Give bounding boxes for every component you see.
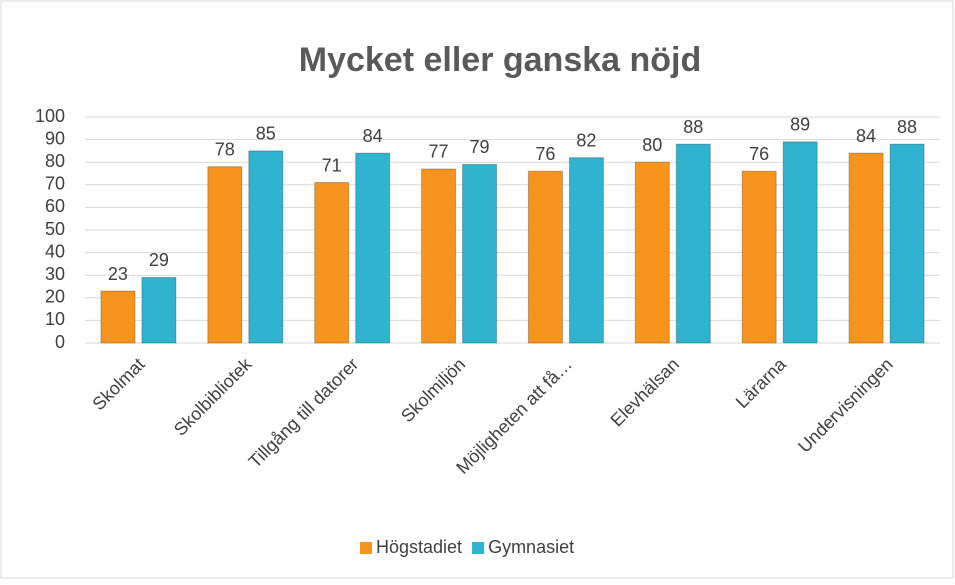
y-tick-label: 20 bbox=[45, 287, 65, 307]
y-tick-label: 50 bbox=[45, 219, 65, 239]
bar bbox=[462, 163, 498, 344]
bar bbox=[207, 166, 243, 344]
data-label: 23 bbox=[108, 264, 128, 284]
y-tick-label: 0 bbox=[55, 332, 65, 352]
legend-swatch bbox=[472, 542, 485, 554]
y-tick-label: 40 bbox=[45, 241, 65, 261]
bar bbox=[741, 170, 777, 344]
data-label: 71 bbox=[322, 155, 342, 175]
chart-title: Mycket eller ganska nöjd bbox=[299, 41, 702, 79]
bar bbox=[848, 152, 884, 344]
data-label: 76 bbox=[749, 144, 769, 164]
legend-label: Gymnasiet bbox=[488, 537, 574, 557]
data-label: 84 bbox=[856, 126, 876, 146]
bar bbox=[889, 143, 925, 344]
y-tick-label: 30 bbox=[45, 264, 65, 284]
bar bbox=[634, 161, 670, 344]
data-label: 77 bbox=[429, 142, 449, 162]
y-tick-label: 10 bbox=[45, 309, 65, 329]
bar bbox=[675, 143, 711, 344]
bar bbox=[314, 182, 350, 344]
bar bbox=[782, 141, 818, 344]
bar bbox=[141, 276, 177, 344]
data-label: 76 bbox=[535, 144, 555, 164]
data-label: 84 bbox=[363, 126, 383, 146]
bar bbox=[248, 150, 284, 344]
data-label: 85 bbox=[256, 124, 276, 144]
legend-swatch bbox=[360, 542, 372, 554]
data-label: 79 bbox=[470, 137, 490, 157]
bar bbox=[421, 168, 457, 344]
data-label: 29 bbox=[149, 250, 169, 270]
y-tick-label: 80 bbox=[45, 151, 65, 171]
data-label: 78 bbox=[215, 139, 235, 159]
y-tick-label: 60 bbox=[45, 196, 65, 216]
bar bbox=[355, 152, 391, 344]
bar bbox=[100, 290, 136, 344]
legend-label: Högstadiet bbox=[376, 537, 462, 557]
data-label: 88 bbox=[897, 117, 917, 137]
data-label: 88 bbox=[683, 117, 703, 137]
data-label: 89 bbox=[790, 115, 810, 135]
y-tick-label: 90 bbox=[45, 128, 65, 148]
y-tick-label: 100 bbox=[35, 106, 65, 126]
bar bbox=[527, 170, 563, 344]
bar bbox=[568, 157, 604, 344]
y-tick-label: 70 bbox=[45, 174, 65, 194]
data-label: 80 bbox=[642, 135, 662, 155]
data-label: 82 bbox=[576, 130, 596, 150]
